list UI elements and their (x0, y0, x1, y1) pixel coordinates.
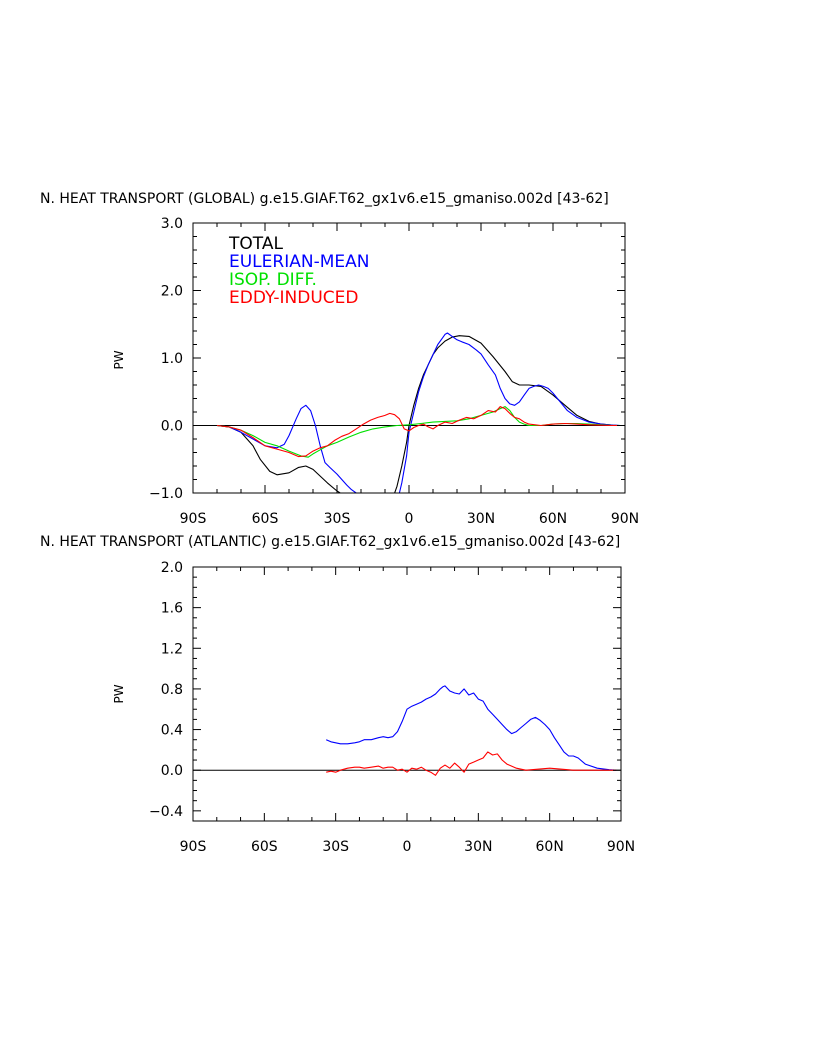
legend-entry-eulerian-mean: EULERIAN-MEAN (229, 252, 369, 272)
plot-frame (192, 566, 622, 822)
atlantic-chart-title: N. HEAT TRANSPORT (ATLANTIC) g.e15.GIAF.… (40, 534, 620, 550)
x-tick-label: 30N (467, 511, 495, 527)
x-tick-label: 30N (464, 839, 492, 855)
series-line-eddy-induced (216, 406, 621, 458)
x-tick-label: 60N (536, 839, 564, 855)
legend-entry-isop-diff: ISOP. DIFF. (229, 270, 317, 290)
x-tick-label: 60N (539, 511, 567, 527)
x-tick-label: 30S (324, 511, 351, 527)
x-tick-label: 0 (403, 839, 412, 855)
y-tick-label: 0.8 (161, 682, 183, 698)
global-chart-title: N. HEAT TRANSPORT (GLOBAL) g.e15.GIAF.T6… (40, 191, 609, 207)
y-tick-label: 1.0 (161, 351, 183, 367)
series-line-total (216, 335, 621, 493)
series-line-eddy-induced (326, 751, 617, 776)
x-tick-label: 90S (180, 839, 207, 855)
y-tick-label: −0.4 (149, 804, 183, 820)
y-tick-label: 1.2 (161, 641, 183, 657)
y-tick-label: 2.0 (161, 560, 183, 576)
x-tick-label: 0 (405, 511, 414, 527)
atlantic-y-axis-label: PW (112, 684, 126, 703)
x-tick-label: 30S (322, 839, 349, 855)
x-tick-label: 90N (611, 511, 639, 527)
x-tick-label: 90N (607, 839, 635, 855)
atlantic-heat-transport-panel: N. HEAT TRANSPORT (ATLANTIC) g.e15.GIAF.… (40, 534, 635, 855)
x-tick-label: 60S (251, 839, 278, 855)
global-heat-transport-panel: N. HEAT TRANSPORT (GLOBAL) g.e15.GIAF.T6… (40, 191, 639, 527)
x-tick-label: 60S (252, 511, 279, 527)
series-line-eulerian-mean (325, 685, 617, 771)
global-legend: TOTAL EULERIAN-MEAN ISOP. DIFF. EDDY-IND… (228, 234, 369, 308)
y-tick-label: 3.0 (161, 216, 183, 232)
global-y-axis-label: PW (112, 350, 126, 369)
y-tick-label: 0.0 (161, 419, 183, 435)
series-line-eulerian-mean (216, 332, 621, 493)
y-tick-label: 1.6 (161, 601, 183, 617)
y-tick-label: 2.0 (161, 284, 183, 300)
legend-entry-eddy-induced: EDDY-INDUCED (229, 288, 358, 308)
y-tick-label: 0.4 (161, 723, 183, 739)
x-tick-label: 90S (180, 511, 207, 527)
legend-entry-total: TOTAL (228, 234, 283, 254)
y-tick-label: −1.0 (149, 486, 183, 502)
y-tick-label: 0.0 (161, 763, 183, 779)
